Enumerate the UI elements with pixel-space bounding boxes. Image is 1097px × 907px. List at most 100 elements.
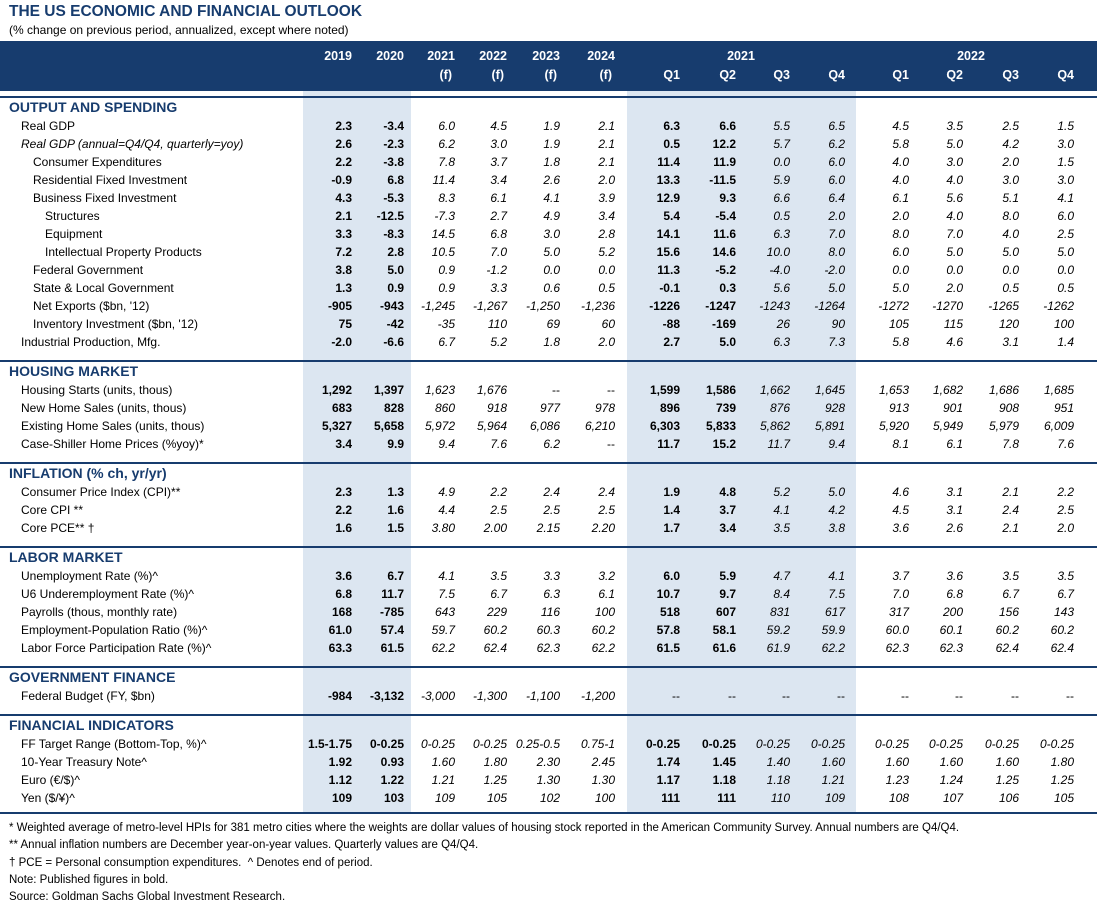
value-cell: 4.3 — [335, 191, 352, 205]
outlook-table: OUTPUT AND SPENDING Real GDP 2.3 -3.4 6.0 4.5… — [0, 96, 1097, 814]
table-row: Core PCE** † 1.6 1.5 3.80 2.00 2.15 2.20 1.7 3.4… — [0, 519, 1097, 537]
value-cell: 3.0 — [1002, 173, 1019, 187]
value-cell: 3.0 — [543, 227, 560, 241]
value-cell: 3.1 — [1002, 335, 1019, 349]
value-cell: 0.9 — [438, 263, 455, 277]
value-cell: 6.1 — [490, 191, 507, 205]
value-cell: 4.5 — [490, 119, 507, 133]
value-cell: 4.7 — [773, 569, 790, 583]
value-cell: 4.6 — [946, 335, 963, 349]
table-row: Residential Fixed Investment -0.9 6.8 11.4 3… — [0, 171, 1097, 189]
value-cell: -0.1 — [659, 281, 680, 295]
value-cell: 828 — [383, 401, 404, 415]
value-cell: 6.0 — [663, 569, 680, 583]
value-cell: -0.9 — [331, 173, 352, 187]
value-cell: 5,862 — [759, 419, 790, 433]
value-cell: -1,236 — [580, 299, 615, 313]
value-cell: 5.0 — [828, 281, 845, 295]
section-header: GOVERNMENT FINANCE — [9, 669, 176, 685]
value-cell: 6.6 — [719, 119, 736, 133]
value-cell: 1.5 — [1057, 155, 1074, 169]
value-cell: 5.6 — [773, 281, 790, 295]
value-cell: 5,891 — [814, 419, 845, 433]
value-cell: 8.3 — [438, 191, 455, 205]
forecast-marker: (f) — [599, 68, 613, 82]
value-cell: 0.0 — [1002, 263, 1019, 277]
row-label: Structures — [45, 209, 100, 223]
value-cell: 7.6 — [1057, 437, 1074, 451]
value-cell: 6.7 — [1057, 587, 1074, 601]
value-cell: 6.1 — [598, 587, 615, 601]
value-cell: 229 — [486, 605, 507, 619]
row-label: Unemployment Rate (%)^ — [21, 569, 159, 583]
value-cell: 4.4 — [438, 503, 455, 517]
value-cell: 5,979 — [988, 419, 1019, 433]
value-cell: 2.5 — [598, 503, 615, 517]
row-label: State & Local Government — [33, 281, 174, 295]
value-cell: 4.2 — [1002, 137, 1019, 151]
value-cell: 2.1 — [598, 155, 615, 169]
value-cell: 3.7 — [490, 155, 507, 169]
value-cell: 2.6 — [335, 137, 352, 151]
value-cell: 2.3 — [335, 119, 352, 133]
value-cell: 3.5 — [490, 569, 507, 583]
section-financial-indicators: FINANCIAL INDICATORS FF Target Range (Bot… — [0, 714, 1097, 812]
value-cell: 6,086 — [529, 419, 560, 433]
value-cell: 4.0 — [892, 155, 909, 169]
value-cell: 2.1 — [598, 137, 615, 151]
value-cell: 1.8 — [543, 155, 560, 169]
value-cell: 3.7 — [892, 569, 909, 583]
value-cell: 8.0 — [892, 227, 909, 241]
value-cell: 6.0 — [828, 155, 845, 169]
table-row: Industrial Production, Mfg. -2.0 -6.6 6.7 5.… — [0, 333, 1097, 351]
value-cell: 643 — [434, 605, 455, 619]
value-cell: 5.8 — [892, 335, 909, 349]
value-cell: 3.6 — [335, 569, 352, 583]
value-cell: 60.2 — [1050, 623, 1074, 637]
value-cell: 1.4 — [1057, 335, 1074, 349]
table-row: Employment-Population Ratio (%)^ 61.0 57.4… — [0, 621, 1097, 639]
value-cell: 11.3 — [657, 263, 680, 277]
value-cell: 3.7 — [719, 503, 736, 517]
value-cell: 6.1 — [946, 437, 963, 451]
table-row: Payrolls (thous, monthly rate) 168 -785 643… — [0, 603, 1097, 621]
value-cell: 156 — [998, 605, 1019, 619]
value-cell: 1,586 — [705, 383, 736, 397]
value-cell: 11.6 — [713, 227, 736, 241]
value-cell: 0.5 — [598, 281, 615, 295]
value-cell: 1,397 — [373, 383, 404, 397]
value-cell: 62.2 — [821, 641, 845, 655]
value-cell: 2.2 — [1057, 485, 1074, 499]
value-cell: 1.30 — [536, 773, 560, 787]
value-cell: 61.0 — [328, 623, 352, 637]
value-cell: 5.0 — [946, 137, 963, 151]
table-row: Labor Force Participation Rate (%)^ 63.3 6… — [0, 639, 1097, 657]
value-cell: 4.5 — [892, 503, 909, 517]
table-row: Structures 2.1 -12.5 -7.3 2.7 4.9 3.4 5.4 -5.4 0.… — [0, 207, 1097, 225]
value-cell: 0-0.25 — [874, 737, 909, 751]
value-cell: 2.7 — [490, 209, 507, 223]
value-cell: 105 — [486, 791, 507, 805]
value-cell: 317 — [888, 605, 909, 619]
value-cell: 1.60 — [821, 755, 845, 769]
value-cell: 62.2 — [591, 641, 615, 655]
quarter-header-2022-q4: Q4 — [1057, 68, 1074, 82]
value-cell: -- — [672, 689, 680, 703]
value-cell: 951 — [1053, 401, 1074, 415]
row-label: New Home Sales (units, thous) — [21, 401, 187, 415]
value-cell: 10.0 — [766, 245, 790, 259]
value-cell: 6.7 — [490, 587, 507, 601]
table-row: 10-Year Treasury Note^ 1.92 0.93 1.60 1.80 2.… — [0, 753, 1097, 771]
value-cell: -3.4 — [383, 119, 404, 133]
value-cell: 0.75-1 — [580, 737, 615, 751]
value-cell: 6.2 — [438, 137, 455, 151]
value-cell: 3.5 — [1002, 569, 1019, 583]
value-cell: 4.0 — [1002, 227, 1019, 241]
value-cell: 1.21 — [431, 773, 455, 787]
value-cell: 1.6 — [387, 503, 404, 517]
value-cell: -- — [1011, 689, 1019, 703]
table-row: Inventory Investment ($bn, '12) 75 -42 -35 1… — [0, 315, 1097, 333]
value-cell: 2.0 — [946, 281, 963, 295]
value-cell: 1,686 — [988, 383, 1019, 397]
value-cell: -3,000 — [420, 689, 455, 703]
